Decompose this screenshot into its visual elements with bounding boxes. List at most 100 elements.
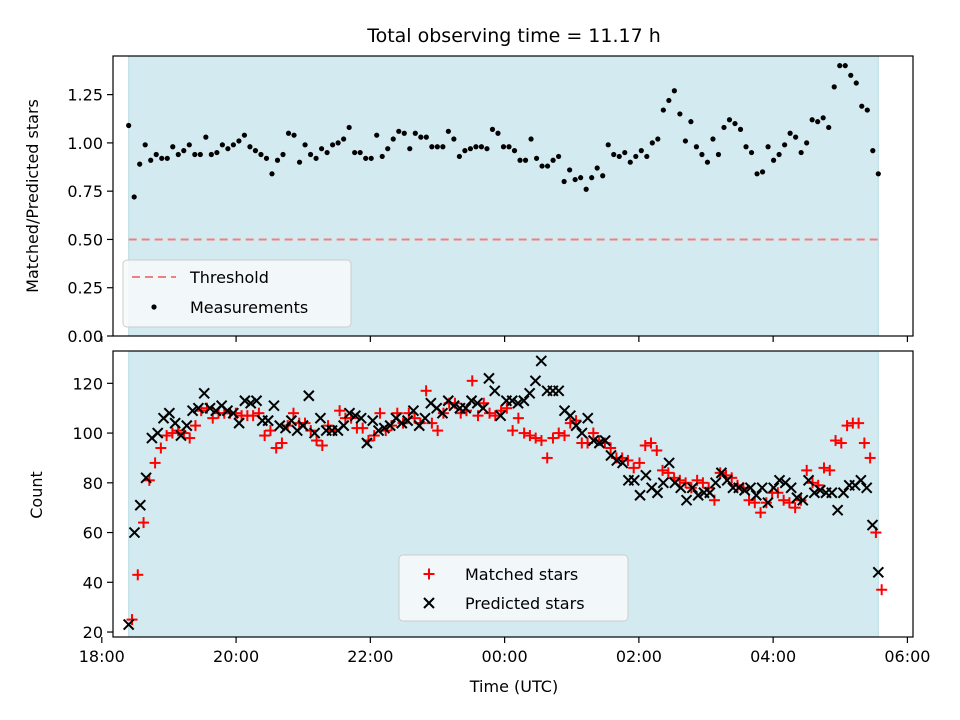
bottom-x-tick-label: 18:00 bbox=[79, 647, 125, 666]
predicted-star-marker bbox=[198, 387, 210, 399]
predicted-star-marker bbox=[564, 409, 577, 422]
bottom-x-tick-label: 22:00 bbox=[347, 647, 393, 666]
measurement-point bbox=[296, 159, 303, 165]
matched-star-marker bbox=[484, 407, 496, 419]
bottom-y-tick-label: 20 bbox=[83, 623, 103, 642]
measurement-point bbox=[423, 134, 429, 140]
measurement-point bbox=[517, 157, 523, 163]
matched-star-marker bbox=[818, 462, 830, 474]
measurement-point bbox=[611, 151, 617, 158]
matched-star-marker bbox=[605, 442, 617, 454]
matched-star-marker bbox=[276, 437, 288, 449]
top-legend: Threshold Measurements bbox=[122, 259, 352, 328]
measurement-point bbox=[396, 128, 402, 134]
matched-star-marker bbox=[507, 425, 519, 437]
measurement-point bbox=[638, 148, 644, 154]
predicted-star-marker bbox=[262, 414, 274, 427]
matched-star-marker bbox=[587, 427, 599, 439]
measurement-point bbox=[214, 149, 220, 156]
predicted-star-marker bbox=[756, 482, 768, 494]
bottom-legend-box bbox=[398, 554, 629, 622]
predicted-star-marker bbox=[721, 474, 733, 487]
measurement-point bbox=[495, 130, 501, 136]
measurement-point bbox=[776, 151, 782, 158]
predicted-star-marker bbox=[233, 417, 245, 429]
predicted-star-marker bbox=[274, 419, 286, 432]
bottom-legend: Matched stars Predicted stars bbox=[398, 554, 629, 622]
predicted-star-marker bbox=[355, 412, 367, 424]
measurement-point bbox=[671, 88, 677, 94]
predicted-star-marker bbox=[477, 402, 489, 414]
predicted-star-marker bbox=[552, 385, 565, 397]
predicted-star-marker bbox=[122, 618, 135, 631]
matched-star-marker bbox=[311, 435, 323, 447]
measurement-point bbox=[462, 148, 468, 154]
matched-star-marker bbox=[858, 437, 870, 449]
matched-star-marker bbox=[374, 407, 386, 419]
measurement-point bbox=[368, 155, 374, 161]
predicted-star-marker bbox=[791, 492, 803, 504]
measurement-point bbox=[793, 134, 799, 140]
predicted-star-marker bbox=[465, 395, 478, 407]
predicted-star-marker bbox=[483, 372, 495, 385]
measurement-point bbox=[445, 128, 451, 134]
matched-star-marker bbox=[697, 477, 709, 489]
measurement-point bbox=[346, 124, 352, 131]
top-y-axis-label: Matched/Predicted stars bbox=[23, 99, 42, 293]
measurement-point bbox=[815, 119, 821, 125]
bottom-y-tick-label: 60 bbox=[83, 524, 103, 543]
matched-star-marker bbox=[189, 420, 201, 432]
predicted-star-marker bbox=[704, 487, 716, 499]
measurement-point bbox=[616, 153, 622, 160]
measurement-point bbox=[467, 146, 474, 152]
predicted-star-marker bbox=[181, 419, 193, 432]
predicted-star-marker bbox=[715, 467, 728, 479]
measurement-point bbox=[820, 115, 826, 121]
matched-star-marker bbox=[357, 422, 369, 434]
predicted-star-marker bbox=[860, 482, 873, 494]
measurement-point bbox=[164, 155, 170, 161]
predicted-star-marker bbox=[675, 482, 687, 494]
legend-matched-swatch bbox=[423, 568, 435, 580]
matched-star-marker bbox=[801, 464, 813, 476]
measurement-point bbox=[385, 146, 391, 152]
measurement-point bbox=[831, 84, 837, 90]
predicted-star-marker bbox=[268, 400, 280, 412]
matched-star-marker bbox=[841, 420, 853, 432]
matched-star-marker bbox=[155, 442, 167, 454]
matched-star-marker bbox=[789, 502, 801, 514]
measurement-point bbox=[682, 138, 688, 144]
top-y-tick-label: 1.00 bbox=[67, 134, 103, 153]
measurement-point bbox=[363, 155, 369, 161]
measurement-point bbox=[798, 149, 804, 156]
measurement-point bbox=[341, 136, 347, 142]
measurement-point bbox=[837, 63, 843, 69]
legend-matched-label: Matched stars bbox=[465, 565, 578, 584]
matched-star-marker bbox=[755, 507, 767, 519]
x-axis-label: Time (UTC) bbox=[469, 677, 558, 696]
matched-star-marker bbox=[466, 375, 478, 387]
measurement-point bbox=[478, 144, 485, 150]
measurement-point bbox=[770, 157, 777, 163]
matched-star-marker bbox=[541, 452, 553, 464]
predicted-star-marker bbox=[396, 417, 408, 429]
measurement-point bbox=[594, 165, 600, 171]
measurement-point bbox=[782, 142, 788, 148]
matched-star-marker bbox=[657, 464, 669, 476]
matched-star-marker bbox=[518, 427, 530, 439]
measurement-point bbox=[324, 149, 330, 156]
measurement-point bbox=[489, 126, 496, 132]
predicted-star-marker bbox=[384, 419, 396, 432]
bottom-y-tick-label: 120 bbox=[72, 374, 103, 393]
matched-star-marker bbox=[489, 410, 501, 422]
measurement-point bbox=[440, 144, 446, 150]
measurement-point bbox=[737, 126, 744, 132]
top-y-tick-label: 0.50 bbox=[67, 230, 103, 249]
matched-star-marker bbox=[749, 497, 761, 509]
measurement-point bbox=[175, 151, 181, 158]
predicted-star-marker bbox=[134, 499, 146, 511]
measurement-point bbox=[605, 142, 611, 148]
predicted-star-marker bbox=[826, 487, 838, 499]
measurement-point bbox=[633, 153, 639, 160]
predicted-star-marker bbox=[279, 422, 292, 434]
